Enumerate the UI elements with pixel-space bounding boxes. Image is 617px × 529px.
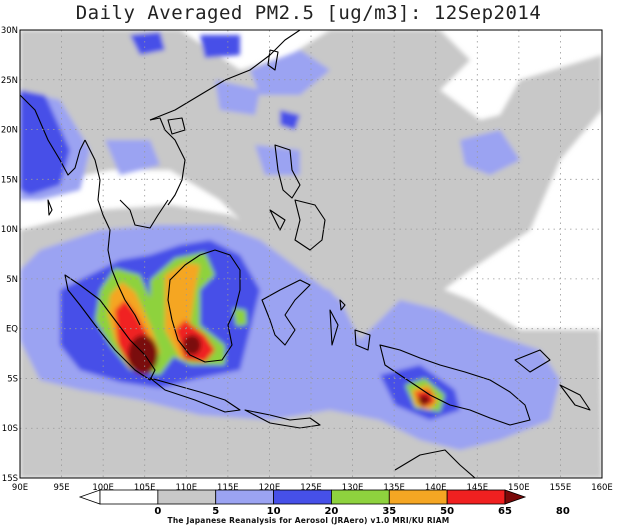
lon-label-130e: 130E	[342, 483, 364, 493]
lon-label-160e: 160E	[591, 483, 613, 493]
colorbar-swatch	[273, 489, 332, 505]
colorbar-swatch	[215, 489, 274, 505]
lon-label-90e: 90E	[12, 483, 28, 493]
concentration-field	[20, 30, 602, 478]
lon-label-110e: 110E	[175, 483, 197, 493]
lat-label-10s: 10S	[2, 424, 18, 434]
lat-label-25n: 25N	[1, 76, 18, 86]
lon-label-135e: 135E	[383, 483, 405, 493]
longitude-axis: 90E 95E 100E 105E 110E 115E 120E 125E 130E 135E 14…	[12, 483, 613, 493]
lat-lon-grid	[20, 30, 602, 478]
colorbar-tick-20: 20	[324, 506, 338, 517]
lon-label-140e: 140E	[425, 483, 447, 493]
lat-label-eq: EQ	[6, 325, 18, 335]
lon-label-115e: 115E	[217, 483, 239, 493]
colorbar-tick-35: 35	[382, 506, 396, 517]
colorbar-swatch	[446, 489, 506, 505]
lon-label-120e: 120E	[259, 483, 281, 493]
colorbar-tick-0: 0	[154, 506, 161, 517]
lon-label-145e: 145E	[466, 483, 488, 493]
colorbar-swatch	[157, 489, 217, 505]
lon-label-155e: 155E	[550, 483, 572, 493]
lat-label-20n: 20N	[1, 126, 18, 136]
colorbar-tick-10: 10	[267, 506, 281, 517]
latitude-axis: 30N 25N 20N 15N 10N 5N EQ 5S 10S 15S	[1, 26, 18, 484]
colorbar-swatch	[331, 489, 390, 505]
plot-frame	[19, 29, 603, 479]
data-credit: The Japanese Reanalysis for Aerosol (JRA…	[167, 516, 450, 525]
colorbar-swatch	[388, 489, 448, 505]
lon-label-95e: 95E	[53, 483, 69, 493]
lon-label-100e: 100E	[92, 483, 114, 493]
map-title: Daily Averaged PM2.5 [ug/m3]: 12Sep2014	[75, 2, 542, 24]
coastlines	[20, 30, 591, 478]
colorbar-arrow-right	[504, 489, 527, 505]
lon-label-150e: 150E	[508, 483, 530, 493]
colorbar-swatch	[99, 489, 159, 505]
colorbar-tick-50: 50	[440, 506, 454, 517]
colorbar-arrow-left	[78, 489, 101, 505]
lat-label-5s: 5S	[7, 374, 18, 384]
lat-label-5n: 5N	[6, 275, 18, 285]
lon-label-125e: 125E	[300, 483, 322, 493]
colorbar-tick-5: 5	[212, 506, 219, 517]
colorbar-tick-65: 65	[498, 506, 512, 517]
colorbar: 0 5 10 20 35 50 65 80	[78, 489, 570, 517]
lat-label-10n: 10N	[1, 225, 18, 235]
colorbar-tick-80: 80	[556, 506, 570, 517]
lat-label-15n: 15N	[1, 175, 18, 185]
lon-label-105e: 105E	[134, 483, 156, 493]
lat-label-15s: 15S	[2, 474, 18, 484]
lat-label-30n: 30N	[1, 26, 18, 36]
